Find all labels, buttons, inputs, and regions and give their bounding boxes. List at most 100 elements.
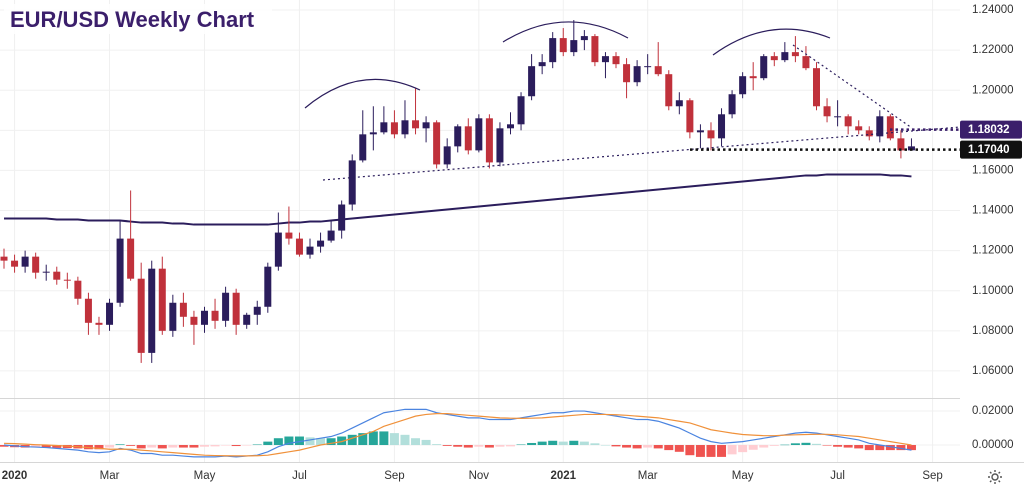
histogram-bar: [780, 444, 790, 446]
candle-body: [454, 126, 462, 147]
candle-body: [179, 302, 187, 317]
candle-body: [327, 230, 335, 241]
candle-body: [718, 114, 726, 139]
y-tick-label: 1.22000: [972, 44, 1014, 56]
candle-body: [485, 118, 493, 163]
candle-body: [538, 62, 546, 67]
histogram-bar: [242, 445, 252, 446]
histogram-bar: [210, 445, 220, 447]
candle-body: [739, 76, 747, 95]
candle-body: [749, 76, 757, 79]
candle-body: [707, 130, 715, 139]
histogram-bar: [147, 445, 157, 448]
histogram-bar: [790, 443, 800, 446]
histogram-bar: [453, 445, 463, 447]
candle-body: [200, 310, 208, 325]
candle-body: [369, 132, 377, 135]
histogram-bar: [727, 445, 737, 455]
histogram-bar: [579, 441, 589, 446]
histogram-bar: [94, 445, 104, 450]
candle-body: [834, 116, 842, 118]
histogram-bar: [527, 442, 537, 446]
title-backdrop: [4, 4, 272, 34]
candle-body: [84, 298, 92, 323]
histogram-bar: [400, 434, 410, 446]
histogram-bar: [801, 442, 811, 446]
settings-icon[interactable]: [988, 470, 1002, 484]
candle-body: [496, 128, 504, 163]
histogram-bar: [41, 445, 51, 448]
y-tick-label: 1.20000: [972, 84, 1014, 96]
settings-icon-hub[interactable]: [991, 473, 999, 481]
candle-body: [823, 106, 831, 117]
histogram-bar: [273, 438, 283, 446]
candle-body: [63, 279, 71, 281]
candle-body: [517, 96, 525, 125]
candle-body: [443, 146, 451, 165]
histogram-bar: [632, 445, 642, 449]
histogram-bar: [822, 445, 832, 446]
candle-body: [264, 266, 272, 307]
candle-body: [897, 138, 905, 151]
histogram-bar: [600, 445, 610, 446]
candle-body: [137, 278, 145, 353]
candle-body: [528, 66, 536, 97]
candle-body: [623, 64, 631, 83]
x-tick-label: Nov: [469, 470, 490, 482]
histogram-bar: [833, 445, 843, 447]
histogram-bar: [379, 431, 389, 446]
histogram-bar: [674, 445, 684, 452]
candle-body: [855, 126, 863, 131]
histogram-bar: [484, 445, 494, 448]
settings-icon-teeth[interactable]: [988, 470, 1002, 484]
candle-body: [591, 36, 599, 63]
candle-body: [148, 268, 156, 353]
candle-body: [549, 38, 557, 63]
trend-line: [792, 44, 913, 129]
x-tick-label: May: [732, 470, 754, 482]
candle-body: [190, 316, 198, 325]
histogram-bar: [717, 445, 727, 457]
price-tag-label: 1.18032: [968, 124, 1010, 136]
peak-arc: [712, 28, 831, 56]
candle-body: [127, 238, 135, 279]
y-tick-label: 1.14000: [972, 205, 1014, 217]
chart-title: EUR/USD Weekly Chart: [10, 7, 255, 32]
candle-body: [802, 56, 810, 69]
histogram-bar: [854, 445, 864, 449]
x-tick-label: Sep: [922, 470, 942, 482]
annotations: [304, 21, 961, 181]
histogram-bar: [748, 445, 758, 450]
candle-body: [0, 256, 8, 261]
histogram-bar: [611, 445, 621, 447]
candle-body: [285, 232, 293, 239]
y-tick-label: 1.08000: [972, 325, 1014, 337]
histogram-bar: [875, 445, 885, 451]
histogram-bar: [199, 445, 209, 447]
x-tick-label: 2020: [2, 470, 28, 482]
x-tick-label: May: [194, 470, 216, 482]
candle-body: [601, 56, 609, 63]
y-tick-label: 1.06000: [972, 365, 1014, 377]
candle-body: [42, 271, 50, 273]
histogram-bar: [105, 445, 115, 448]
histogram-bar: [896, 445, 906, 451]
x-tick-label: Mar: [638, 470, 658, 482]
price-tag-box: [960, 120, 1022, 139]
histogram-bar: [326, 438, 336, 446]
y-tick-label: 0.00000: [972, 439, 1014, 451]
histogram-bar: [52, 445, 62, 448]
histogram-bar: [569, 440, 579, 446]
candle-body: [475, 118, 483, 151]
candle-body: [886, 116, 894, 139]
candle-body: [675, 100, 683, 107]
histogram-bar: [316, 438, 326, 446]
price-tag-label: 1.17040: [968, 144, 1010, 156]
candle-body: [791, 52, 799, 57]
histogram-bar: [685, 445, 695, 456]
x-tick-label: Mar: [100, 470, 120, 482]
candle-body: [781, 52, 789, 61]
histogram-bar: [263, 441, 273, 446]
candle-body: [222, 292, 230, 321]
